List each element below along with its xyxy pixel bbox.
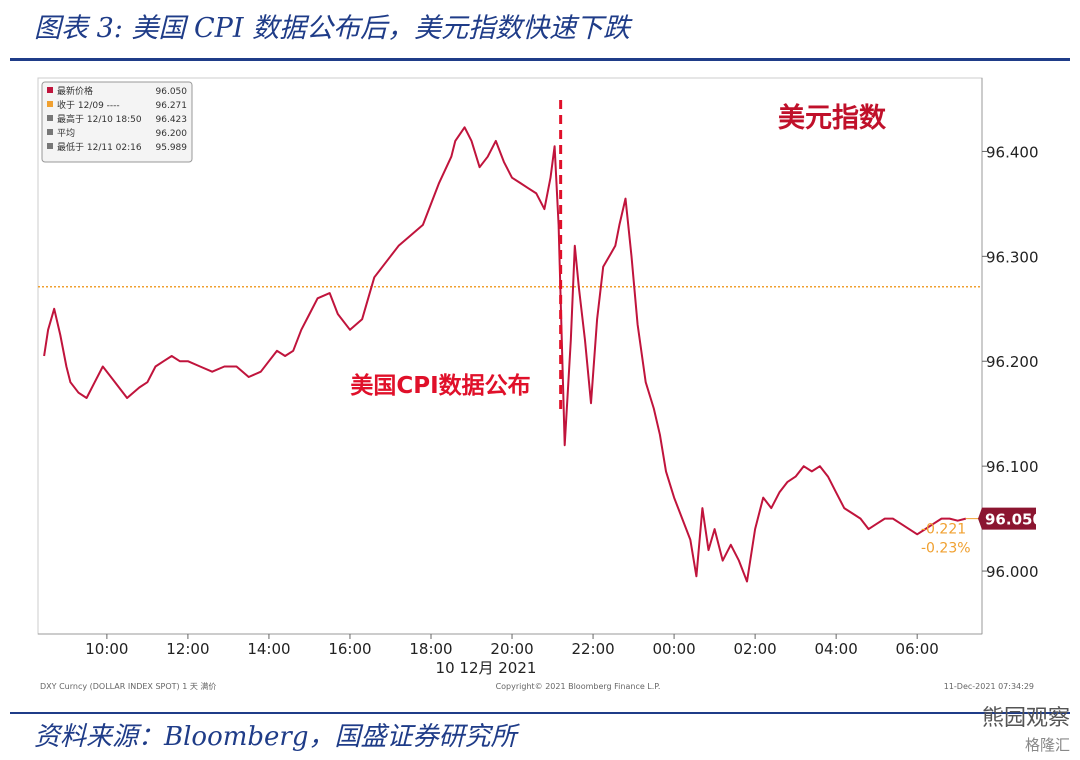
y-tick-label: 96.300 xyxy=(986,248,1039,266)
legend-box xyxy=(41,81,193,163)
chart: 美国CPI数据公布 96.000 96.100 96.200 96.300 96.400… xyxy=(0,70,1080,710)
bottom-rule xyxy=(10,712,1070,714)
legend-label: 最低于 12/11 02:16 xyxy=(57,141,142,153)
x-tick-label: 14:00 xyxy=(247,640,290,658)
chart-svg: 美国CPI数据公布 96.000 96.100 96.200 96.300 96.400… xyxy=(37,77,1043,691)
x-tick-label: 16:00 xyxy=(328,640,371,658)
x-tick-label: 04:00 xyxy=(815,640,858,658)
y-tick-label: 96.100 xyxy=(986,458,1039,476)
legend-value: 96.423 xyxy=(156,115,188,125)
top-rule xyxy=(10,58,1070,61)
x-tick-label: 22:00 xyxy=(571,640,614,658)
x-tick-label: 12:00 xyxy=(166,640,209,658)
watermark-line2: 格隆汇 xyxy=(1024,736,1070,754)
legend-label: 平均 xyxy=(57,127,75,139)
y-axis: 96.000 96.100 96.200 96.300 96.400 xyxy=(981,78,1039,634)
x-tick-label: 10:00 xyxy=(85,640,128,658)
last-value-tag xyxy=(978,507,1036,530)
y-tick-label: 96.400 xyxy=(986,143,1039,161)
footer-right: 11-Dec-2021 07:34:29 xyxy=(944,682,1034,691)
x-date-label: 10 12月 2021 xyxy=(436,659,537,677)
figure-title: 图表 3: 美国 CPI 数据公布后，美元指数快速下跌 xyxy=(34,13,631,44)
legend-label: 最高于 12/10 18:50 xyxy=(57,113,142,125)
legend-value: 96.050 xyxy=(156,87,188,97)
x-tick-label: 18:00 xyxy=(409,640,452,658)
event-label: 美国CPI数据公布 xyxy=(350,372,530,399)
change-pct-label: -0.23% xyxy=(921,541,971,557)
x-tick-label: 06:00 xyxy=(896,640,939,658)
chart-footer: DXY Curncy (DOLLAR INDEX SPOT) 1 天 满价 Cop… xyxy=(40,681,1034,691)
x-tick-label: 02:00 xyxy=(733,640,776,658)
legend-marker xyxy=(47,143,53,149)
event-group: 美国CPI数据公布 xyxy=(350,100,563,410)
legend-value: 96.200 xyxy=(156,129,188,139)
legend-value: 95.989 xyxy=(156,143,188,153)
x-tick-label: 00:00 xyxy=(652,640,695,658)
x-tick-label: 20:00 xyxy=(490,640,533,658)
x-axis: 10:00 12:00 14:00 16:00 18:00 20:00 22:00 00:00… xyxy=(38,633,982,677)
source-note: 资料来源：Bloomberg，国盛证券研究所 xyxy=(34,722,517,752)
change-label: -0.221 xyxy=(921,522,966,538)
chart-title: 美元指数 xyxy=(778,102,887,134)
legend: 最新价格 96.050 收于 12/09 ---- 96.271 最高于 12/10 1… xyxy=(41,81,193,163)
watermark-line1: 熊园观察 xyxy=(981,706,1070,731)
legend-label: 收于 12/09 ---- xyxy=(57,99,120,111)
series-line xyxy=(43,126,967,583)
legend-value: 96.271 xyxy=(156,101,188,111)
legend-marker xyxy=(47,87,53,93)
y-tick-label: 96.000 xyxy=(986,563,1039,581)
legend-marker xyxy=(47,101,53,107)
value-labels: 96.050 -0.221 -0.23% xyxy=(921,507,1043,557)
legend-marker xyxy=(47,115,53,121)
footer-center: Copyright© 2021 Bloomberg Finance L.P. xyxy=(496,682,661,691)
plot-area xyxy=(37,77,983,635)
legend-label: 最新价格 xyxy=(57,85,93,97)
footer-left: DXY Curncy (DOLLAR INDEX SPOT) 1 天 满价 xyxy=(40,681,216,691)
series-group xyxy=(43,126,967,583)
y-tick-label: 96.200 xyxy=(986,353,1039,371)
last-value-label: 96.050 xyxy=(985,511,1043,529)
watermark: 熊园观察 格隆汇 xyxy=(982,700,1070,755)
legend-marker xyxy=(47,129,53,135)
